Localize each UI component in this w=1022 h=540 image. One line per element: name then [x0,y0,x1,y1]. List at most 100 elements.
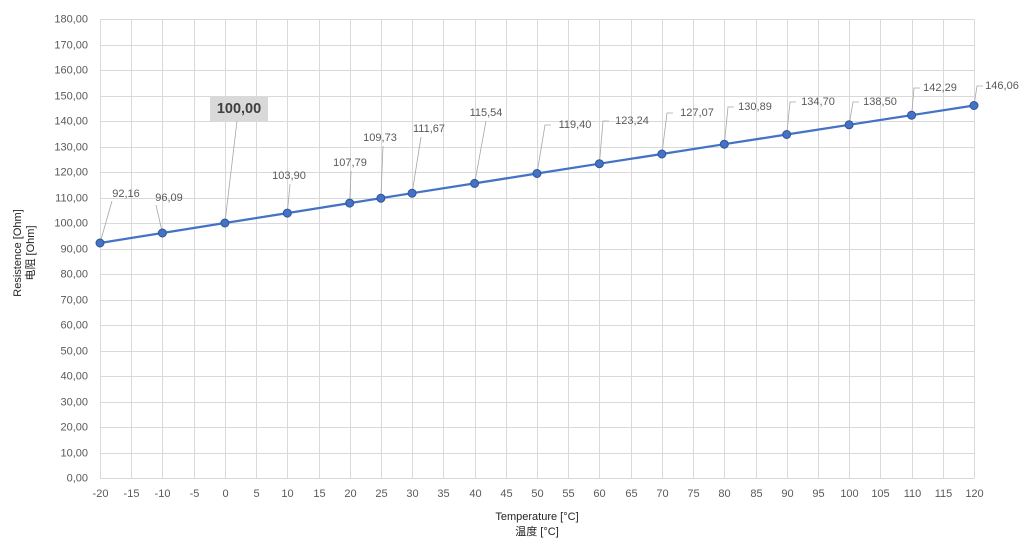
data-label: 127,07 [680,107,714,119]
data-label: 119,40 [559,119,592,131]
data-point [220,218,230,228]
leader-line [536,124,551,174]
gridlines [100,19,975,479]
leader-line [911,87,920,116]
leader-line [411,136,422,194]
x-tick-label: 70 [656,488,668,500]
x-tick-label: 45 [500,488,512,500]
x-tick-label: 90 [781,488,793,500]
y-tick-label: 160,00 [54,65,88,77]
y-tick-label: 0,00 [67,473,88,485]
data-label-highlight-box [210,97,268,121]
data-point [345,198,355,208]
data-point [844,120,854,130]
data-label: 115,54 [470,107,503,119]
x-tick-label: 80 [718,488,730,500]
x-tick-label: 95 [812,488,824,500]
leader-line [99,200,113,244]
y-tick-label: 30,00 [60,397,88,409]
data-point [470,178,480,188]
data-point [594,159,604,169]
data-point [782,130,792,139]
y-axis-title-secondary: 电阻 [Ohm] [24,225,37,280]
data-label: 138,50 [863,96,897,108]
leader-line [661,112,673,155]
x-tick-label: 60 [593,488,605,500]
data-label: 107,79 [333,157,367,169]
leader-line [474,120,487,184]
x-tick-label: -20 [93,488,109,500]
x-tick-label: 25 [375,488,387,500]
y-tick-label: 170,00 [54,40,88,52]
leader-line [380,145,384,199]
data-label: 96,09 [155,192,183,204]
data-labels: 92,16 96,09 100,00 103,90 107,79 109,73 111,67… [112,80,1019,204]
x-tick-label: 55 [562,488,574,500]
y-tick-label: 140,00 [54,116,88,128]
leader-line [349,170,352,204]
x-tick-label: 75 [687,488,699,500]
data-label: 130,89 [738,101,772,113]
data-label: 142,29 [923,82,957,94]
y-tick-label: 60,00 [60,320,88,332]
data-point [376,193,386,203]
data-label: 111,67 [413,123,445,135]
y-tick-label: 40,00 [60,371,88,383]
y-tick-label: 10,00 [60,448,88,460]
y-tick-label: 100,00 [54,218,88,230]
data-point [532,169,542,178]
x-tick-label: 65 [625,488,637,500]
x-tick-label: 85 [750,488,762,500]
x-tick-label: 0 [222,488,228,500]
data-label: 146,06 [985,80,1019,92]
y-tick-label: 70,00 [60,295,88,307]
x-axis-title-secondary: 温度 [°C] [515,524,559,538]
y-tick-label: 150,00 [54,91,88,103]
data-point [907,110,917,120]
leader-line [973,85,983,106]
x-axis-title: Temperature [°C] [495,511,578,523]
series-line [99,104,975,245]
leader-line [286,183,291,214]
y-axis-tick-labels: 0,00 10,00 20,00 30,00 40,00 50,00 60,00 70,00 8… [54,14,88,485]
data-point [282,208,292,218]
y-tick-label: 50,00 [60,346,88,358]
leader-line [224,120,238,224]
data-point [157,228,167,238]
x-tick-label: 115 [935,488,953,500]
x-tick-label: 10 [281,488,293,500]
y-tick-label: 20,00 [60,422,88,434]
x-tick-label: 100 [840,488,858,500]
data-point [657,149,667,159]
x-tick-label: 110 [904,488,922,500]
y-axis-title: Resistence [Ohm] [12,209,24,296]
data-label: 123,24 [615,115,649,127]
data-label: 109,73 [363,132,397,144]
y-tick-label: 180,00 [54,14,88,26]
x-tick-label: 120 [965,488,983,500]
y-tick-label: 80,00 [60,269,88,281]
leader-line [848,101,859,125]
data-label-highlighted: 100,00 [217,101,261,117]
x-tick-label: 15 [313,488,325,500]
x-tick-label: 50 [531,488,543,500]
x-tick-label: -15 [124,488,140,500]
y-tick-label: 90,00 [60,244,88,256]
data-label: 134,70 [801,96,835,108]
y-tick-label: 130,00 [54,142,88,154]
data-point [969,101,979,110]
data-label: 92,16 [112,188,140,200]
x-tick-label: 40 [469,488,481,500]
data-label-leader-lines [99,85,983,244]
x-tick-label: -5 [190,488,200,500]
y-tick-label: 120,00 [54,167,88,179]
x-tick-label: 105 [871,488,889,500]
x-tick-label: 5 [253,488,259,500]
data-point [407,188,417,198]
leader-line [599,120,609,164]
leader-line [786,101,796,135]
x-axis-tick-labels: -20 -15 -10 -5 0 5 10 15 20 25 30 35 40 45 50 55 60 65 70 7… [93,488,984,500]
data-point [719,139,729,149]
x-tick-label: -10 [155,488,171,500]
